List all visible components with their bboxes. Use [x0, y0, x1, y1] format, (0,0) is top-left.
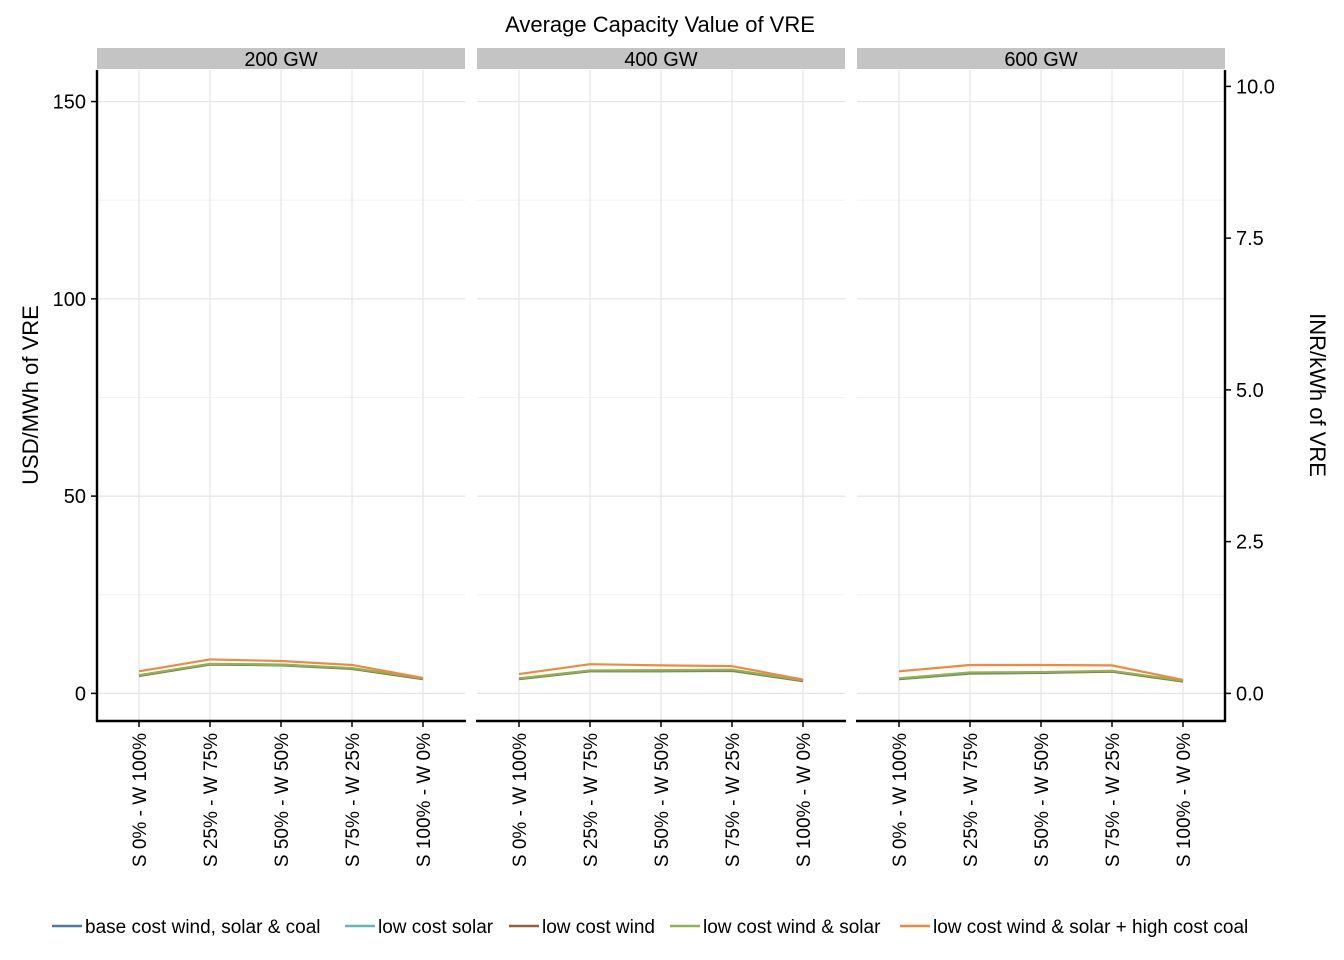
y2-tick-label: 10.0 — [1236, 76, 1275, 98]
x-tick-label: S 50% - W 50% — [1032, 733, 1053, 867]
legend-item: low cost solar — [345, 917, 494, 938]
y-tick-label: 100 — [53, 289, 86, 311]
series-line-low-cost-wind-solar-high-cost-coal — [898, 663, 1184, 682]
legend-item: base cost wind, solar & coal — [52, 917, 321, 938]
x-tick-label: S 100% - W 0% — [414, 733, 435, 867]
x-tick-label: S 50% - W 50% — [272, 733, 293, 867]
chart-title: Average Capacity Value of VRE — [505, 12, 815, 37]
legend-item: low cost wind & solar + high cost coal — [900, 917, 1248, 938]
facet-label: 400 GW — [624, 49, 697, 71]
facet-strip — [97, 48, 465, 69]
series-line-low-cost-wind-solar — [138, 662, 424, 680]
x-tick-label: S 75% - W 25% — [1103, 733, 1124, 867]
x-tick-label: S 25% - W 75% — [581, 733, 602, 867]
x-tick-label: S 75% - W 25% — [343, 733, 364, 867]
x-tick-label: S 0% - W 100% — [130, 733, 151, 867]
axes: 0 50 100 150 0.0 2.5 5.0 7.5 10.0 — [53, 70, 1275, 722]
facet-label: 200 GW — [244, 49, 317, 71]
x-tick-label: S 100% - W 0% — [794, 733, 815, 867]
panel-600-gw: 600 GW S 0% - W 100% S 25% - W 75% S 50% - … — [856, 48, 1226, 867]
facet-label: 600 GW — [1004, 49, 1077, 71]
legend-label: low cost wind & solar — [703, 917, 881, 938]
panel-400-gw: 400 GW S 0% - W 100% S 25% - W 75% S 50% - … — [476, 48, 846, 867]
legend-label: base cost wind, solar & coal — [85, 917, 321, 938]
series-line-low-cost-wind-solar — [898, 669, 1184, 682]
facet-strip — [857, 48, 1225, 69]
y-tick-label: 150 — [53, 92, 86, 114]
legend-label: low cost solar — [378, 917, 494, 938]
x-tick-label: S 50% - W 50% — [652, 733, 673, 867]
y2-tick-label: 0.0 — [1236, 683, 1264, 705]
legend-label: low cost wind — [542, 917, 655, 938]
series-line-low-cost-wind-solar-high-cost-coal — [518, 663, 804, 681]
y2-axis-label: INR/kWh of VRE — [1305, 313, 1330, 477]
x-tick-label: S 0% - W 100% — [890, 733, 911, 867]
facet-strip — [477, 48, 845, 69]
panels: 200 GW S 0% - W 100% S 25% - W 75% S 50% - … — [96, 48, 1226, 867]
panel-200-gw: 200 GW S 0% - W 100% S 25% - W 75% S 50% - … — [96, 48, 466, 867]
y-tick-label: 50 — [64, 486, 86, 508]
y-tick-label: 0 — [75, 683, 86, 705]
x-tick-label: S 25% - W 75% — [201, 733, 222, 867]
x-tick-label: S 0% - W 100% — [510, 733, 531, 867]
x-tick-label: S 100% - W 0% — [1174, 733, 1195, 867]
y2-tick-label: 5.0 — [1236, 380, 1264, 402]
x-tick-label: S 25% - W 75% — [961, 733, 982, 867]
legend-label: low cost wind & solar + high cost coal — [933, 917, 1248, 938]
y2-tick-label: 7.5 — [1236, 228, 1264, 250]
legend-item: low cost wind — [509, 917, 655, 938]
x-tick-label: S 75% - W 25% — [723, 733, 744, 867]
series-line-low-cost-wind-solar-high-cost-coal — [138, 658, 424, 680]
series-line-low-cost-wind-solar — [518, 668, 804, 682]
legend-item: low cost wind & solar — [670, 917, 881, 938]
y2-tick-label: 2.5 — [1236, 532, 1264, 554]
y-axis-label: USD/MWh of VRE — [18, 305, 43, 485]
legend: base cost wind, solar & coal low cost sol… — [52, 917, 1248, 938]
